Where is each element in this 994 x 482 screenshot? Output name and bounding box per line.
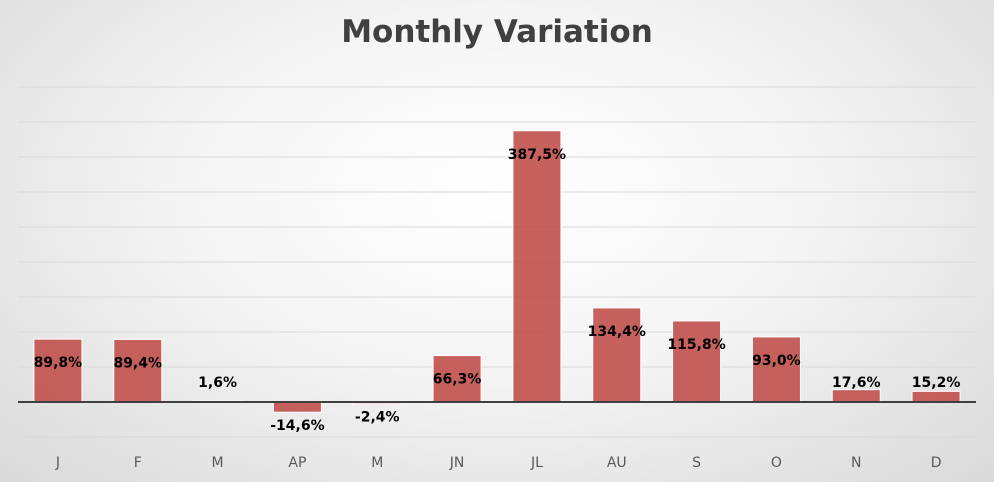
data-label: 89,8% (34, 355, 83, 371)
data-label: -14,6% (270, 418, 324, 434)
data-label: -2,4% (355, 410, 400, 426)
data-label: 66,3% (433, 372, 482, 388)
bar-jl-6 (512, 130, 562, 403)
x-tick-label: AU (607, 455, 627, 471)
x-tick-label: JL (530, 455, 543, 471)
data-label: 134,4% (588, 324, 646, 340)
bar-o-9 (751, 336, 801, 403)
bar-j-0 (33, 338, 83, 403)
bar-jn-5 (432, 355, 482, 403)
x-tick-label: M (212, 455, 224, 471)
x-tick-label: N (851, 455, 861, 471)
x-tick-label: M (371, 455, 383, 471)
gridlines (18, 86, 976, 438)
x-tick-label: JN (449, 455, 465, 471)
bar-s-8 (672, 320, 722, 403)
data-label: 1,6% (198, 375, 237, 391)
chart-title: Monthly Variation (341, 14, 653, 50)
bar-d-11 (911, 390, 961, 403)
x-tick-label: S (692, 455, 701, 471)
data-label: 115,8% (667, 337, 725, 353)
bar-series (33, 130, 961, 413)
x-tick-label: F (134, 455, 142, 471)
data-label: 93,0% (752, 353, 801, 369)
bar-ap-3 (272, 401, 322, 413)
data-label: 89,4% (113, 355, 162, 371)
x-tick-label: AP (288, 455, 306, 471)
x-tick-label: D (931, 455, 942, 471)
bar-n-10 (831, 389, 881, 403)
x-tick-label: J (55, 455, 60, 471)
data-label: 387,5% (508, 147, 566, 163)
data-labels: 89,8% 89,4% 1,6% -14,6% -2,4% 66,3% 387,5% 134,… (34, 147, 961, 434)
data-label: 15,2% (912, 375, 961, 391)
data-label: 17,6% (832, 375, 881, 391)
x-axis-tick-labels: J F M AP M JN JL AU S O N D (55, 455, 942, 471)
bar-au-7 (592, 307, 642, 403)
x-tick-label: O (771, 455, 782, 471)
